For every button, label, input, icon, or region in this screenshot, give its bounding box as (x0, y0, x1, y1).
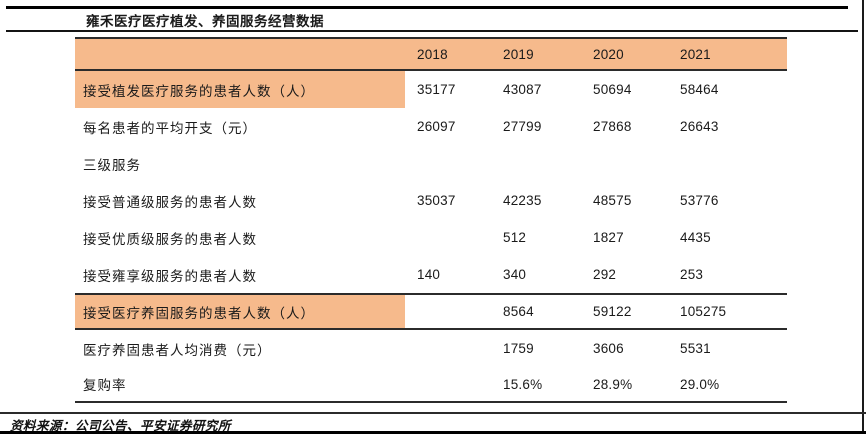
cell-value: 27868 (593, 119, 632, 134)
header-year-cell: 2020 (593, 46, 624, 62)
cell-value: 4435 (680, 230, 711, 245)
cell-value: 253 (680, 267, 704, 282)
cell-value: 43087 (503, 82, 542, 97)
row-label: 接受植发医疗服务的患者人数（人） (75, 71, 405, 108)
top-rule (6, 6, 848, 9)
table-row: 接受普通级服务的患者人数 35037 42235 48575 53776 (75, 182, 787, 219)
cell-value: 8564 (503, 304, 534, 319)
data-table: 2018 2019 2020 2021 接受植发医疗服务的患者人数（人） 35177 430… (75, 37, 787, 403)
cell-value: 340 (503, 267, 527, 282)
row-label: 复购率 (83, 378, 127, 393)
cell-value: 48575 (593, 193, 632, 208)
table-row: 接受雍享级服务的患者人数 140 340 292 253 (75, 256, 787, 293)
row-label: 三级服务 (83, 157, 141, 173)
cell-value (668, 145, 787, 182)
table-header-row: 2018 2019 2020 2021 (75, 37, 787, 71)
row-label: 医疗养固患者人均消费（元） (83, 342, 272, 358)
footer-separator (0, 412, 866, 414)
cell-value: 42235 (503, 193, 542, 208)
cell-value (581, 145, 668, 182)
row-label: 每名患者的平均开支（元） (83, 120, 257, 136)
cell-value: 1759 (503, 341, 534, 356)
title-underline (6, 30, 858, 32)
table-row: 每名患者的平均开支（元） 26097 27799 27868 26643 (75, 108, 787, 145)
cell-value: 35037 (417, 193, 456, 208)
table-row: 复购率 15.6% 28.9% 29.0% (75, 367, 787, 403)
cell-value: 35177 (417, 82, 456, 97)
page-right-border (862, 0, 864, 433)
cell-value: 29.0% (680, 376, 720, 392)
header-year-cell: 2021 (680, 46, 711, 62)
cell-value: 53776 (680, 193, 719, 208)
table-row: 接受医疗养固服务的患者人数（人） 8564 59122 105275 (75, 293, 787, 330)
cell-value: 292 (593, 267, 617, 282)
table-title: 雍禾医疗医疗植发、养固服务经营数据 (86, 14, 324, 29)
cell-value: 105275 (680, 304, 727, 319)
cell-value (405, 219, 491, 256)
table-row: 三级服务 (75, 145, 787, 182)
bottom-rule (0, 431, 866, 434)
row-label: 接受普通级服务的患者人数 (83, 194, 257, 210)
cell-value: 1827 (593, 230, 624, 245)
source-note: 资料来源：公司公告、平安证券研究所 (10, 419, 232, 433)
cell-value: 15.6% (503, 376, 543, 392)
cell-value (405, 330, 491, 367)
header-year-cell: 2018 (417, 46, 448, 62)
table-row: 接受植发医疗服务的患者人数（人） 35177 43087 50694 58464 (75, 71, 787, 108)
cell-value: 5531 (680, 341, 711, 356)
cell-value: 3606 (593, 341, 624, 356)
header-label-cell (75, 39, 405, 69)
header-year-cell: 2019 (503, 46, 534, 62)
row-label: 接受雍享级服务的患者人数 (83, 268, 257, 284)
cell-value: 26643 (680, 119, 719, 134)
cell-value: 140 (417, 267, 441, 282)
row-label: 接受优质级服务的患者人数 (83, 231, 257, 247)
row-label: 接受医疗养固服务的患者人数（人） (75, 295, 405, 328)
cell-value (405, 145, 491, 182)
cell-value: 28.9% (593, 376, 633, 392)
cell-value (491, 145, 581, 182)
cell-value (405, 367, 491, 401)
cell-value: 26097 (417, 119, 456, 134)
cell-value: 59122 (593, 304, 632, 319)
cell-value: 58464 (680, 82, 719, 97)
cell-value: 512 (503, 230, 527, 245)
table-row: 接受优质级服务的患者人数 512 1827 4435 (75, 219, 787, 256)
table-row: 医疗养固患者人均消费（元） 1759 3606 5531 (75, 330, 787, 367)
cell-value: 27799 (503, 119, 542, 134)
cell-value (405, 295, 491, 328)
cell-value: 50694 (593, 82, 632, 97)
